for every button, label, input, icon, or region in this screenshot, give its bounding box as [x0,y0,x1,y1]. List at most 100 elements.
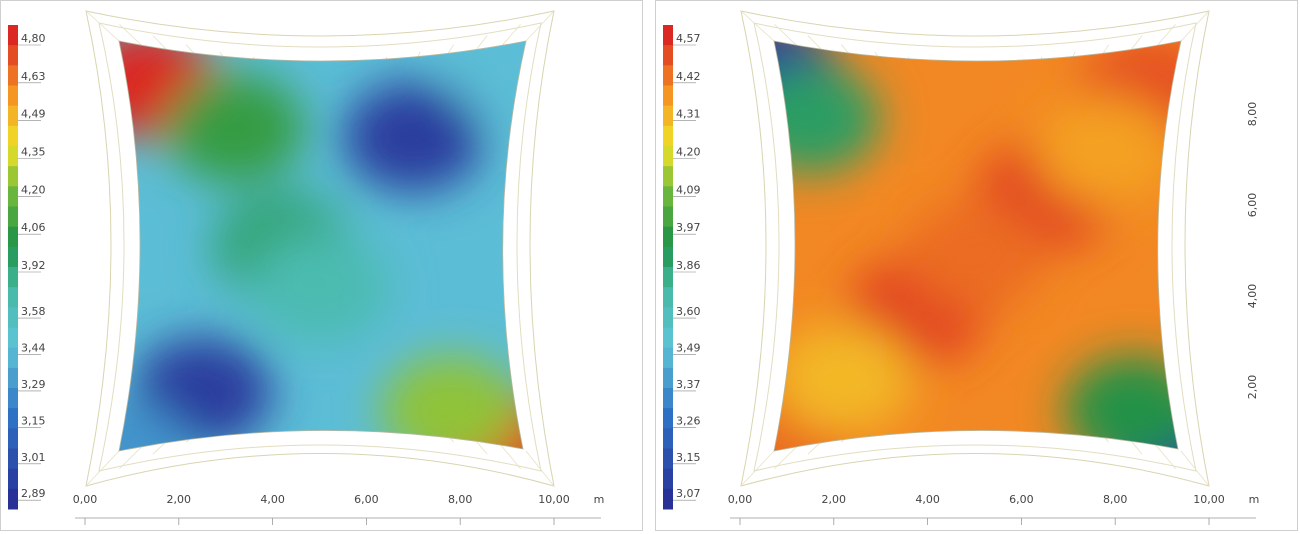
colorbar-label: 4,20 [21,183,46,196]
colorbar-segment [8,125,18,147]
x-tick-label: 2,00 [167,493,192,506]
y-axis: 2,00 4,00 6,00 8,00 [1246,102,1259,400]
colorbar-segment [8,246,18,268]
right-heatmap-chart: 4,57 4,42 4,31 4,20 4,09 3,97 3,86 3,60 3,49 3,37… [663,10,1260,525]
heatmap-hotspot [904,200,1045,311]
colorbar-segment [8,226,18,248]
colorbar-segment [663,428,673,449]
colorbar-segment [8,65,18,86]
colorbar-segment [663,367,673,389]
colorbar-label: 3,29 [21,378,46,391]
colorbar-label: 3,07 [676,487,701,500]
colorbar-segment [663,347,673,369]
colorbar-segment [8,25,18,46]
y-tick-label: 8,00 [1246,102,1259,127]
colorbar-label: 3,44 [21,341,46,354]
colorbar-segment [663,206,673,228]
colorbar-segment [663,146,673,167]
heatmap-hotspot [774,323,914,434]
colorbar-segment [8,488,18,510]
colorbar-label: 3,26 [676,414,701,427]
heatmap-field [774,41,1181,451]
colorbar-label: 3,37 [676,378,701,391]
colorbar-label: 3,60 [676,305,701,318]
colorbar-segment [663,246,673,268]
heatmap-hotspot [249,232,390,343]
colorbar-label: 3,97 [676,221,701,234]
colorbar-segment [663,327,673,349]
colorbar-segment [8,85,18,107]
colorbar-segment [8,468,18,490]
heatmap-hotspot [119,400,193,451]
x-unit-label: m [594,493,605,506]
colorbar-segment [8,146,18,167]
colorbar-segment [663,85,673,107]
x-tick-label: 4,00 [260,493,285,506]
x-tick-label: 6,00 [354,493,379,506]
x-tick-label: 8,00 [1103,493,1128,506]
colorbar: 4,57 4,42 4,31 4,20 4,09 3,97 3,86 3,60 3,49 3,37… [663,25,701,510]
colorbar-segment [8,287,18,308]
colorbar-label: 4,20 [676,146,701,159]
heatmap-hotspot [165,73,306,183]
x-tick-label: 0,00 [73,493,98,506]
colorbar-segment [663,65,673,86]
heatmap-field [119,41,526,451]
colorbar-segment [663,186,673,207]
heatmap-hotspot [1063,355,1181,451]
colorbar-segment [8,186,18,207]
colorbar-label: 4,06 [21,221,46,234]
colorbar-label: 3,01 [21,451,46,464]
x-tick-label: 10,00 [538,493,570,506]
y-tick-label: 4,00 [1246,284,1259,309]
colorbar-label: 4,09 [676,183,701,196]
colorbar-segment [663,105,673,127]
colorbar-segment [8,347,18,369]
colorbar-segment [663,226,673,248]
x-unit-label: m [1249,493,1260,506]
colorbar-label: 3,58 [21,305,46,318]
x-tick-label: 10,00 [1193,493,1225,506]
colorbar-label: 3,15 [21,414,46,427]
heatmap-hotspot [774,63,881,174]
colorbar-segment [663,448,673,470]
colorbar-segment [663,468,673,490]
y-tick-label: 6,00 [1246,193,1259,218]
x-axis: 0,00 2,00 4,00 6,00 8,00 10,00 m [73,493,605,525]
colorbar-segment [663,267,673,288]
colorbar-segment [8,166,18,187]
heatmap-hotspot [1035,95,1176,206]
colorbar-label: 4,31 [676,108,701,121]
left-chart-panel: 4,80 4,63 4,49 4,35 4,20 4,06 3,92 3,58 3,44 3,29… [0,0,643,531]
x-tick-label: 4,00 [915,493,940,506]
left-heatmap-chart: 4,80 4,63 4,49 4,35 4,20 4,06 3,92 3,58 3,44 3,29… [8,10,605,525]
colorbar-segment [8,428,18,449]
colorbar-segment [663,408,673,429]
colorbar-segment [8,327,18,349]
colorbar-label: 3,15 [676,451,701,464]
colorbar-segment [8,45,18,66]
colorbar-segment [663,287,673,308]
colorbar-label: 4,35 [21,146,46,159]
colorbar: 4,80 4,63 4,49 4,35 4,20 4,06 3,92 3,58 3,44 3,29… [8,25,46,510]
colorbar-segment [8,267,18,288]
colorbar-label: 2,89 [21,487,46,500]
heatmap-hotspot [343,82,484,193]
colorbar-label: 3,92 [21,259,46,272]
colorbar-segment [8,367,18,389]
colorbar-segment [8,206,18,228]
colorbar-segment [8,105,18,127]
x-axis: 0,00 2,00 4,00 6,00 8,00 10,00 m [728,493,1260,525]
colorbar-segment [8,307,18,328]
colorbar-label: 4,42 [676,70,701,83]
colorbar-segment [663,125,673,147]
colorbar-segment [663,488,673,510]
colorbar-label: 4,80 [21,32,46,45]
colorbar-label: 3,86 [676,259,701,272]
x-tick-label: 8,00 [448,493,473,506]
colorbar-segment [8,408,18,429]
colorbar-segment [663,307,673,328]
colorbar-label: 4,57 [676,32,701,45]
colorbar-label: 4,49 [21,108,46,121]
heatmap-hotspot [446,41,526,124]
